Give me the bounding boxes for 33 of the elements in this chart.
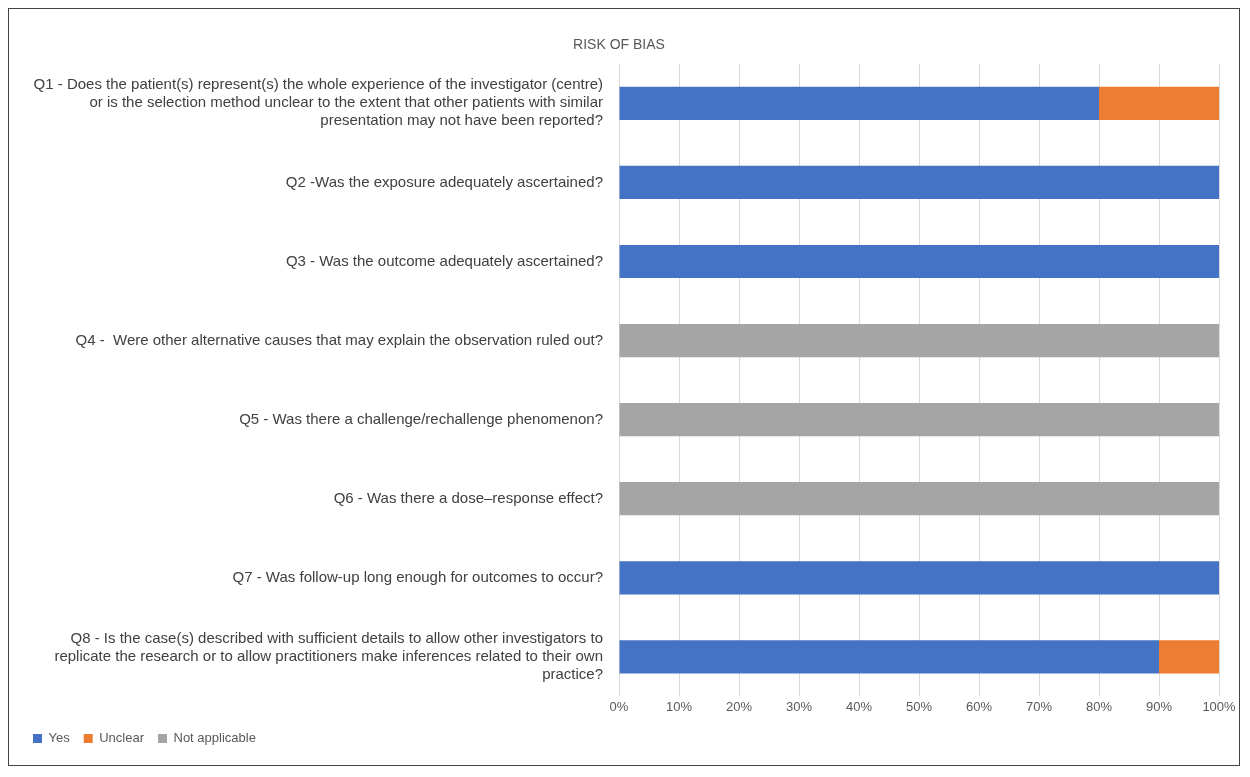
x-tick-label: 100% — [1202, 698, 1237, 714]
y-tick-label: Q3 - Was the outcome adequately ascertained? — [285, 251, 603, 269]
bar — [619, 403, 1219, 437]
y-tick-label: Q8 - Is the case(s) described with sufficient details to allow other investigators to replicate the research or to allow practitioners make inferences related to their own practice? — [54, 629, 603, 682]
bar — [619, 165, 1219, 200]
legend-label: Not applicable — [173, 730, 256, 746]
x-tick-label: 40% — [845, 698, 873, 714]
bar — [619, 561, 1219, 595]
y-tick-label: Q7 - Was follow-up long enough for outcomes to occur? — [232, 567, 603, 585]
bar — [1099, 86, 1219, 120]
x-tick-label: 30% — [785, 698, 813, 714]
bar — [619, 244, 1219, 279]
y-tick-label: Q5 - Was there a challenge/rechallenge phenomenon? — [239, 409, 603, 427]
legend-label: Unclear — [99, 730, 145, 746]
legend-label: Yes — [48, 730, 71, 746]
y-tick-label: Q6 - Was there a dose–response effect? — [333, 488, 603, 506]
x-tick-label: 0% — [609, 698, 629, 714]
bar — [619, 86, 1099, 120]
bar — [1159, 640, 1219, 674]
x-tick-label: 90% — [1145, 698, 1173, 714]
x-tick-label: 70% — [1025, 698, 1053, 714]
bar — [619, 640, 1159, 674]
chart-title: RISK OF BIAS — [573, 36, 665, 53]
x-tick-label: 50% — [905, 698, 933, 714]
y-tick-label: Q2 -Was the exposure adequately ascertained? — [285, 172, 603, 190]
x-tick-label: 60% — [965, 698, 993, 714]
y-tick-label: Q4 - Were other alternative causes that may explain the observation ruled out? — [75, 330, 603, 348]
y-tick-label: Q1 - Does the patient(s) represent(s) the whole experience of the investigator (centre) or is the selection method unclear to the extent that other patients with similar presentation may not have been reported? — [33, 75, 603, 129]
x-tick-label: 80% — [1085, 698, 1113, 714]
x-tick-label: 10% — [665, 698, 693, 714]
bar — [619, 323, 1219, 358]
bar — [619, 482, 1219, 516]
x-tick-label: 20% — [725, 698, 753, 714]
